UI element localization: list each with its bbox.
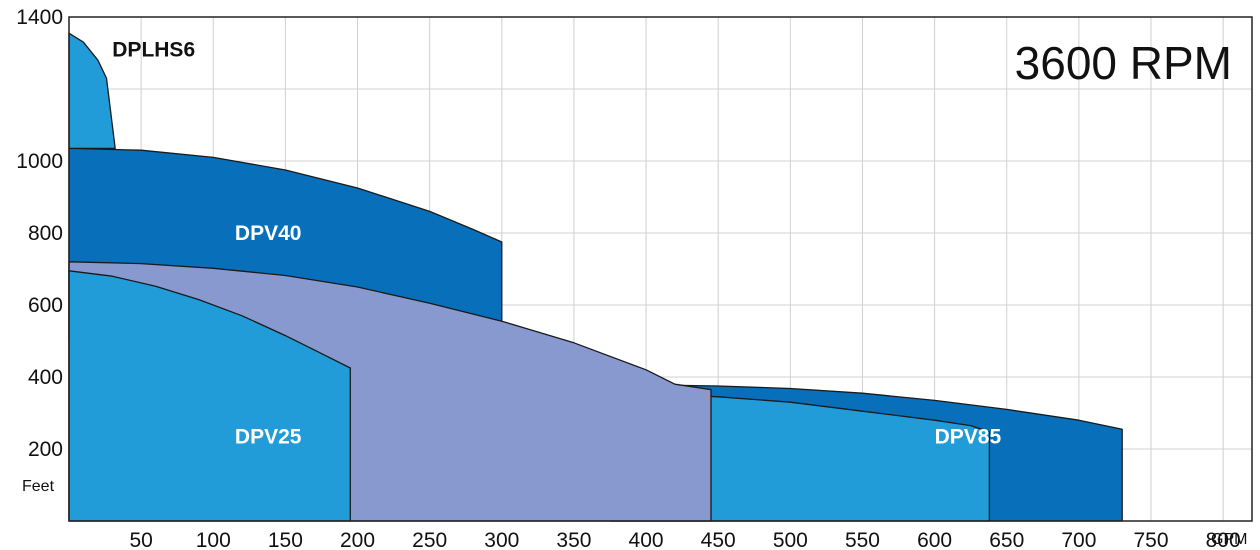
y-tick-label-800: 800: [28, 222, 63, 245]
x-tick-label-200: 200: [340, 529, 375, 550]
x-tick-label-800: 800: [1206, 529, 1241, 550]
y-tick-label-200: 200: [28, 438, 63, 461]
x-tick-label-350: 350: [556, 529, 591, 550]
x-tick-label-550: 550: [845, 529, 880, 550]
series-label-dpv85: DPV85: [935, 426, 1002, 449]
x-tick-label-450: 450: [701, 529, 736, 550]
x-tick-label-150: 150: [268, 529, 303, 550]
chart-title: 3600 RPM: [1015, 37, 1232, 89]
x-tick-label-250: 250: [412, 529, 447, 550]
x-tick-label-750: 750: [1133, 529, 1168, 550]
y-tick-label-1000: 1000: [16, 150, 63, 173]
plot-frame: [68, 16, 1253, 522]
series-label-dplhs6: DPLHS6: [112, 39, 195, 62]
x-tick-label-700: 700: [1061, 529, 1096, 550]
x-tick-label-650: 650: [989, 529, 1024, 550]
y-axis-unit-label: Feet: [22, 478, 55, 495]
x-tick-label-600: 600: [917, 529, 952, 550]
x-tick-label-50: 50: [129, 529, 152, 550]
y-tick-label-1400: 1400: [16, 6, 63, 29]
x-axis-unit-label: GPM: [1211, 531, 1247, 548]
series-label-dpv40: DPV40: [235, 222, 302, 245]
y-tick-label-400: 400: [28, 366, 63, 389]
x-tick-label-300: 300: [484, 529, 519, 550]
series-label-dpv25: DPV25: [235, 426, 302, 449]
series-areas: [68, 32, 1123, 522]
area-dplhs6: [68, 32, 116, 150]
x-tick-label-400: 400: [629, 529, 664, 550]
x-tick-label-100: 100: [196, 529, 231, 550]
y-tick-label-600: 600: [28, 294, 63, 317]
x-tick-label-500: 500: [773, 529, 808, 550]
axis-ticks: 50 100 150 200 250 300 350 400 450 500 550 600 650 70…: [16, 6, 1240, 550]
series-labels: DPV40 DPLHS6 DPV85 DPV25: [112, 39, 1001, 449]
